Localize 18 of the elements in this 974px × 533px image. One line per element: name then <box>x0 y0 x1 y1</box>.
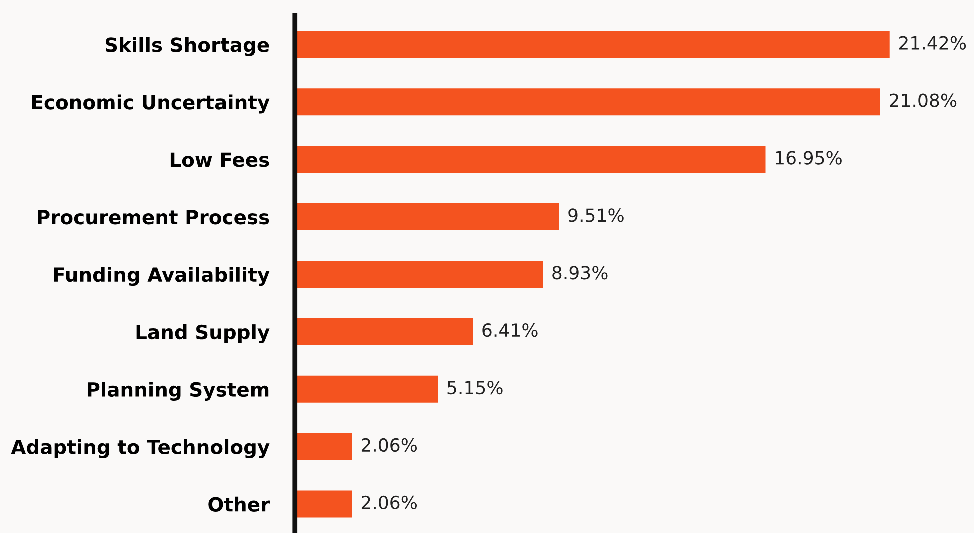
y-tick-label: Low Fees <box>170 152 270 168</box>
data-label: 2.06% <box>362 438 418 452</box>
data-label: 16.95% <box>776 151 842 165</box>
data-label: 21.08% <box>890 94 957 108</box>
y-tick-label: Skills Shortage <box>106 37 270 56</box>
y-tick-label: Planning System <box>88 382 269 401</box>
y-tick-label: Economic Uncertainty <box>32 94 270 114</box>
y-tick-label: Adapting to Technology <box>11 439 270 458</box>
y-tick-label: Funding Availability <box>54 267 270 286</box>
data-label: 8.93% <box>552 266 608 280</box>
data-label: 6.41% <box>482 324 538 338</box>
y-tick-label: Land Supply <box>136 324 270 344</box>
data-label: 2.06% <box>362 496 418 510</box>
y-tick-label: Other <box>208 496 270 512</box>
data-label: 5.15% <box>448 380 503 395</box>
y-tick-label: Procurement Process <box>38 210 270 225</box>
data-label: 21.42% <box>900 36 966 50</box>
data-label: 9.51% <box>568 208 624 222</box>
